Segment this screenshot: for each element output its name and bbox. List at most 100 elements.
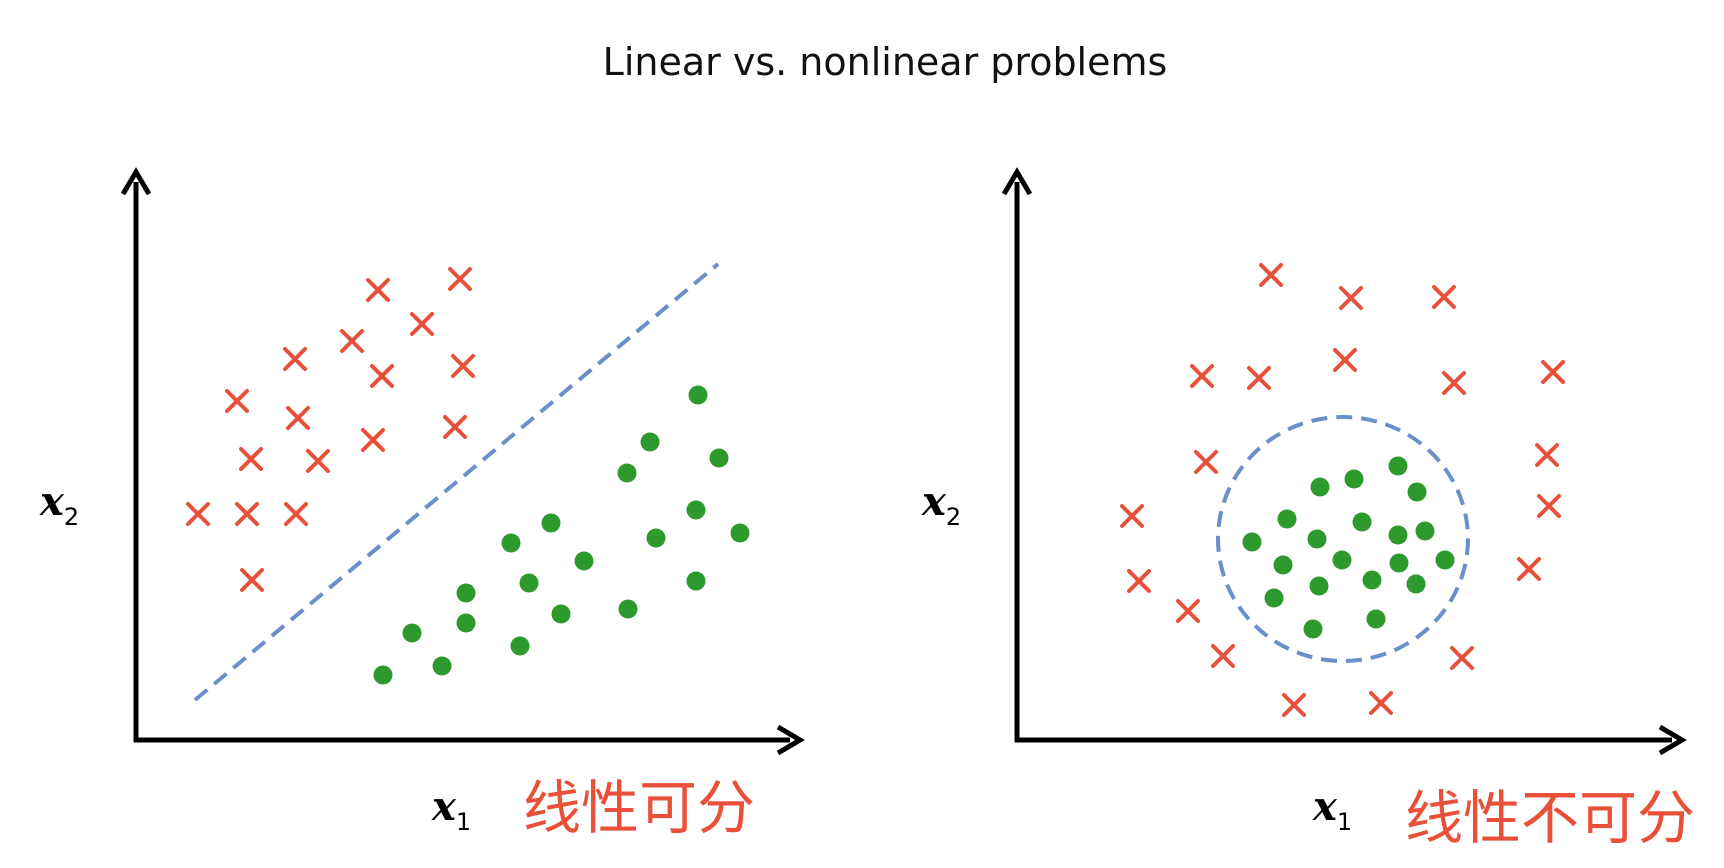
x-mark-icon [1442, 371, 1466, 395]
filled-circle-icon [1388, 525, 1408, 545]
cross-markers-left [186, 267, 475, 592]
filled-circle-icon [541, 513, 561, 533]
y-axis-left [120, 167, 152, 742]
x-mark-icon [1190, 364, 1214, 388]
filled-circle-icon [574, 551, 594, 571]
x-mark-icon [186, 502, 210, 526]
filled-circle-icon [1309, 576, 1329, 596]
x-mark-icon [1194, 450, 1218, 474]
filled-circle-icon [1406, 574, 1426, 594]
x-mark-icon [239, 447, 263, 471]
y-axis-right [1001, 167, 1033, 742]
x-mark-icon [1211, 644, 1235, 668]
x-mark-icon [283, 347, 307, 371]
filled-circle-icon [618, 599, 638, 619]
x-axis-right [1015, 724, 1687, 756]
x-mark-icon [1541, 360, 1565, 384]
filled-circle-icon [1303, 619, 1323, 639]
panel-nonlinear: x2 x1 线性不可分 [921, 167, 1695, 852]
filled-circle-icon [501, 533, 521, 553]
filled-circle-icon [1389, 553, 1409, 573]
filled-circle-icon [1277, 509, 1297, 529]
filled-circle-icon [688, 385, 708, 405]
filled-circle-icon [709, 448, 729, 468]
dot-markers-right [1242, 456, 1455, 639]
x-axis-left [134, 724, 805, 756]
x-mark-icon [448, 267, 472, 291]
x-axis-arrow-icon [776, 724, 805, 756]
x-mark-icon [370, 364, 394, 388]
filled-circle-icon [373, 665, 393, 685]
x-mark-icon [340, 329, 364, 353]
x-mark-icon [235, 502, 259, 526]
filled-circle-icon [1366, 609, 1386, 629]
filled-circle-icon [686, 500, 706, 520]
filled-circle-icon [1407, 482, 1427, 502]
caption-nonlinear: 线性不可分 [1405, 784, 1695, 852]
filled-circle-icon [646, 528, 666, 548]
x-mark-icon [1339, 286, 1363, 310]
x-mark-icon [1537, 494, 1561, 518]
x-mark-icon [1333, 348, 1357, 372]
filled-circle-icon [1415, 521, 1435, 541]
x-axis-arrow-icon [1658, 724, 1687, 756]
x-mark-icon [225, 389, 249, 413]
cross-markers-right [1120, 263, 1565, 717]
x-mark-icon [1176, 599, 1200, 623]
x-mark-icon [1450, 646, 1474, 670]
filled-circle-icon [519, 573, 539, 593]
x-mark-icon [1247, 366, 1271, 390]
filled-circle-icon [456, 583, 476, 603]
linear-decision-boundary [193, 262, 720, 702]
x-mark-icon [1259, 263, 1283, 287]
x-mark-icon [284, 502, 308, 526]
x-mark-icon [1517, 557, 1541, 581]
y-axis-arrow-icon [120, 167, 152, 196]
x-mark-icon [410, 312, 434, 336]
y-axis-label-left: x2 [39, 478, 79, 531]
x-mark-icon [1369, 691, 1393, 715]
x-mark-icon [1282, 693, 1306, 717]
filled-circle-icon [730, 523, 750, 543]
filled-circle-icon [510, 636, 530, 656]
y-axis-arrow-icon [1001, 167, 1033, 196]
filled-circle-icon [1307, 529, 1327, 549]
x-mark-icon [286, 406, 310, 430]
filled-circle-icon [686, 571, 706, 591]
x-mark-icon [366, 278, 390, 302]
filled-circle-icon [1388, 456, 1408, 476]
filled-circle-icon [1273, 555, 1293, 575]
x-axis-label-left: x1 [431, 783, 471, 836]
x-mark-icon [240, 568, 264, 592]
filled-circle-icon [1242, 532, 1262, 552]
filled-circle-icon [1352, 512, 1372, 532]
x-mark-icon [361, 428, 385, 452]
filled-circle-icon [551, 604, 571, 624]
filled-circle-icon [402, 623, 422, 643]
filled-circle-icon [1310, 477, 1330, 497]
caption-linear: 线性可分 [523, 774, 755, 842]
circular-decision-boundary [1216, 415, 1470, 663]
x-axis-label-right: x1 [1312, 783, 1352, 836]
x-mark-icon [1432, 285, 1456, 309]
filled-circle-icon [432, 656, 452, 676]
filled-circle-icon [640, 432, 660, 452]
x-mark-icon [443, 415, 467, 439]
filled-circle-icon [1332, 550, 1352, 570]
x-mark-icon [451, 354, 475, 378]
filled-circle-icon [617, 463, 637, 483]
x-mark-icon [1127, 569, 1151, 593]
x-mark-icon [306, 449, 330, 473]
filled-circle-icon [456, 613, 476, 633]
x-mark-icon [1120, 504, 1144, 528]
filled-circle-icon [1362, 570, 1382, 590]
filled-circle-icon [1435, 550, 1455, 570]
filled-circle-icon [1344, 469, 1364, 489]
figure-title: Linear vs. nonlinear problems [603, 40, 1168, 84]
x-mark-icon [1535, 443, 1559, 467]
dot-markers-left [373, 385, 750, 685]
filled-circle-icon [1264, 588, 1284, 608]
panel-linear: x2 x1 线性可分 [39, 167, 805, 842]
y-axis-label-right: x2 [921, 478, 961, 531]
